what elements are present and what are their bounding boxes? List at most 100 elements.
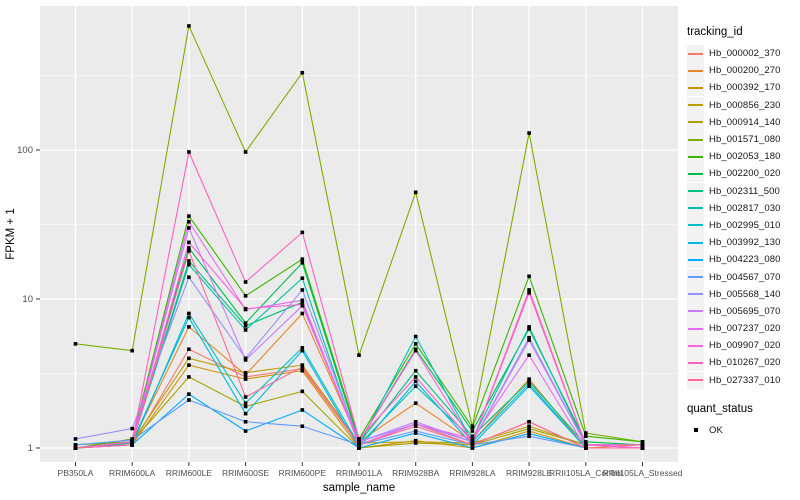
legend-line-sample xyxy=(688,207,703,210)
legend-item: Hb_002311_500 xyxy=(687,182,799,200)
legend-item: Hb_003992_130 xyxy=(687,234,799,252)
x-tick-label: RRIM600LE xyxy=(166,468,213,478)
legend-line-sample xyxy=(688,121,703,124)
data-point xyxy=(584,431,588,435)
data-point xyxy=(413,441,418,445)
legend-item-label: Hb_010267_020 xyxy=(709,357,781,369)
data-point xyxy=(187,150,191,154)
legend-line-sample xyxy=(688,52,703,55)
legend-item: Hb_005695_070 xyxy=(687,302,799,320)
data-point xyxy=(187,392,191,396)
legend-item-label: Hb_000856_230 xyxy=(709,99,781,111)
y-tick-label: 10 xyxy=(22,294,33,305)
data-point xyxy=(300,300,305,305)
legend-line-sample xyxy=(688,379,703,382)
legend-key-swatch xyxy=(687,96,704,114)
x-tick-label: RRIM928BA xyxy=(392,468,440,478)
data-point xyxy=(187,311,191,316)
legend-item-label: Hb_001571_080 xyxy=(709,134,781,146)
data-point xyxy=(413,342,418,346)
legend-line-sample xyxy=(688,104,703,107)
data-point xyxy=(527,424,531,429)
plot-panel: 1 10 100 PB350LA RRIM600LA RRIM600LE RRIM600SE… xyxy=(5,6,683,494)
legend-line-sample xyxy=(688,69,703,72)
data-point xyxy=(243,375,248,379)
data-point xyxy=(527,381,531,386)
data-point xyxy=(300,365,305,369)
data-point xyxy=(470,434,475,439)
data-point xyxy=(470,446,475,450)
data-point xyxy=(527,384,531,388)
data-point xyxy=(300,311,305,316)
legend-key-swatch xyxy=(687,199,704,217)
legend-key-swatch xyxy=(687,371,704,389)
data-point xyxy=(130,348,134,353)
data-point xyxy=(300,230,305,235)
data-point xyxy=(413,334,418,339)
legend: tracking_id Hb_000002_370 Hb_000200_270 Hb… xyxy=(687,26,799,439)
legend-item-label: Hb_007237_020 xyxy=(709,323,781,335)
x-tick-label: RRIM600LA xyxy=(109,468,156,478)
legend-key-swatch xyxy=(687,421,704,439)
legend-item-label: Hb_004567_070 xyxy=(709,271,781,283)
data-point xyxy=(413,348,418,353)
data-point xyxy=(300,368,305,373)
legend-key-swatch xyxy=(687,62,704,80)
legend-item: Hb_000002_370 xyxy=(687,45,799,63)
legend-item: Hb_001571_080 xyxy=(687,131,799,149)
legend-item: Hb_010267_020 xyxy=(687,354,799,372)
legend-line-sample xyxy=(688,310,703,313)
data-point xyxy=(413,401,418,405)
data-point xyxy=(130,443,134,447)
data-point xyxy=(243,280,248,284)
legend-key-swatch xyxy=(687,302,704,320)
legend-key-swatch xyxy=(687,131,704,149)
x-tick-label: RRIM600SE xyxy=(222,468,270,478)
data-point xyxy=(243,372,248,377)
legend-items-tracking-id: Hb_000002_370 Hb_000200_270 Hb_000392_170 H… xyxy=(687,45,799,389)
data-point xyxy=(300,408,305,412)
data-point xyxy=(300,302,305,307)
x-tick-label: RRIM928LE xyxy=(506,468,553,478)
legend-title-quant-status: quant_status xyxy=(687,402,753,415)
data-point xyxy=(357,440,361,444)
legend-item-label: Hb_000914_140 xyxy=(709,116,781,128)
data-point xyxy=(73,437,78,441)
legend-item: Hb_009907_020 xyxy=(687,337,799,355)
data-point xyxy=(413,424,418,429)
legend-item: Hb_007237_020 xyxy=(687,320,799,338)
data-point xyxy=(187,356,191,361)
data-point xyxy=(73,342,78,346)
legend-item-label: OK xyxy=(709,424,723,436)
legend-key-swatch xyxy=(687,354,704,372)
legend-item: Hb_000200_270 xyxy=(687,62,799,80)
legend-line-sample xyxy=(688,138,703,141)
data-point xyxy=(527,291,531,295)
legend-key-swatch xyxy=(687,251,704,269)
x-tick-label: RRIM901LA xyxy=(336,468,383,478)
legend-key-swatch xyxy=(687,285,704,303)
data-point xyxy=(187,375,191,379)
legend-item-label: Hb_002311_500 xyxy=(709,185,780,197)
legend-key-swatch xyxy=(687,320,704,338)
data-point xyxy=(300,363,305,367)
data-point xyxy=(187,347,191,352)
data-point xyxy=(527,327,531,331)
y-axis-title: FPKM + 1 xyxy=(5,208,17,259)
data-point xyxy=(640,446,645,450)
legend-item: Hb_000914_140 xyxy=(687,113,799,131)
data-point xyxy=(527,419,531,424)
data-point xyxy=(300,346,305,350)
legend-key-swatch xyxy=(687,182,704,200)
data-point xyxy=(187,275,191,280)
data-point xyxy=(527,379,531,384)
legend-item-label: Hb_002995_010 xyxy=(709,219,781,231)
data-point xyxy=(243,395,248,399)
data-point xyxy=(300,276,305,280)
legend-item-label: Hb_009907_020 xyxy=(709,340,781,352)
data-point xyxy=(413,190,418,195)
x-tick-label: RRII105LA_Control xyxy=(549,468,623,478)
x-tick-label: RRII105LA_Stressed xyxy=(603,468,683,478)
data-point xyxy=(527,377,531,381)
data-point xyxy=(187,315,191,320)
